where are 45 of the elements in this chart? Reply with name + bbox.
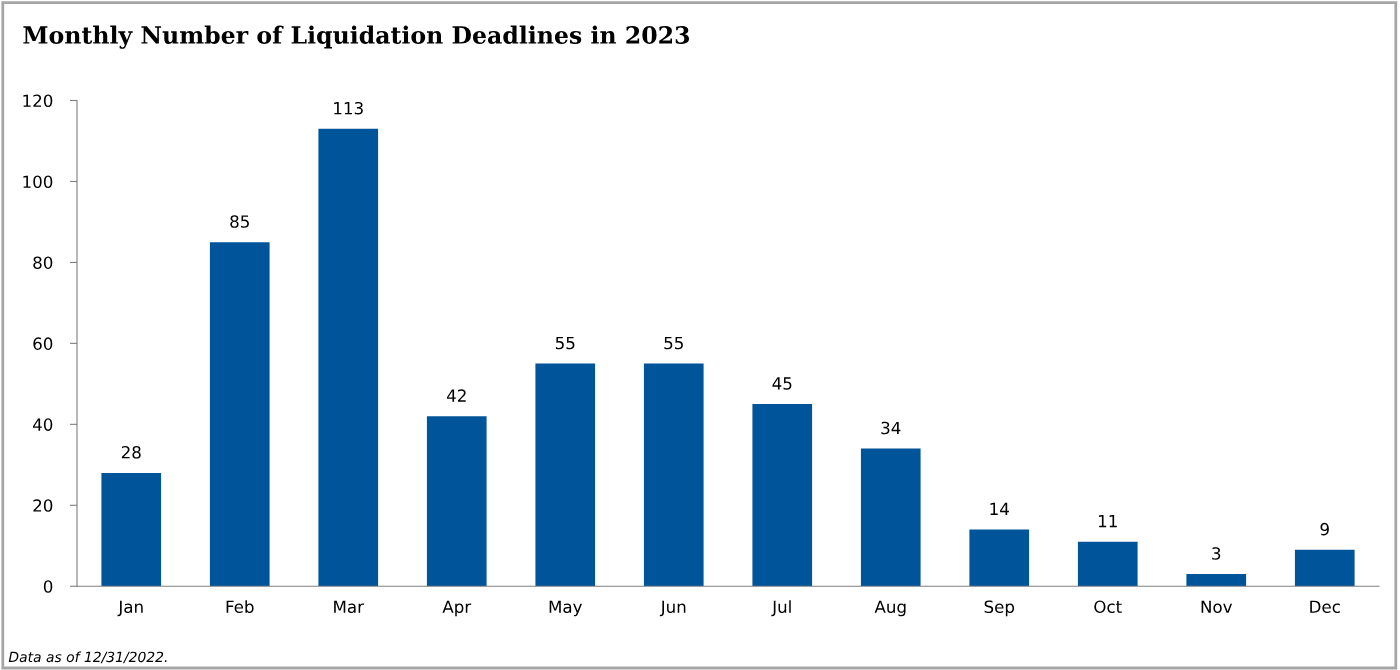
y-tick-label: 80	[33, 256, 53, 269]
bar	[426, 416, 487, 587]
bar	[535, 363, 596, 587]
x-tick-label: Jul	[771, 600, 791, 617]
data-label: 85	[230, 215, 249, 228]
x-tick-label: Nov	[1201, 600, 1233, 614]
y-tick-label: 120	[23, 94, 53, 108]
text: Data as of 12/31/2022.	[8, 651, 167, 664]
bar	[752, 404, 813, 587]
x-tick-label: Apr	[442, 600, 472, 617]
x-tick-label: Oct	[1094, 600, 1122, 614]
bar	[209, 242, 270, 587]
data-label: 55	[555, 336, 575, 350]
data-label: 11	[1098, 514, 1117, 528]
x-tick-label: Feb	[226, 600, 254, 614]
x-tick-label: Jun	[659, 600, 686, 617]
bar	[1294, 549, 1355, 587]
y-tick-label: 40	[33, 418, 53, 431]
x-tick-label: Dec	[1310, 600, 1340, 614]
x-tick-label: Sep	[984, 600, 1015, 617]
y-tick-label: 0	[43, 580, 53, 593]
y-tick-label: 100	[23, 175, 53, 189]
bar	[101, 472, 162, 587]
x-tick-label: Mar	[334, 600, 364, 614]
bar	[643, 363, 704, 587]
data-label: 42	[446, 389, 466, 402]
data-label: 45	[772, 377, 792, 390]
data-label: 14	[990, 502, 1009, 515]
bar	[1186, 574, 1247, 587]
data-label: 9	[1320, 522, 1329, 536]
bar	[969, 529, 1030, 587]
data-label: 113	[334, 101, 363, 115]
y-tick-label: 20	[33, 499, 53, 512]
bar	[318, 128, 379, 587]
bar	[1077, 541, 1138, 587]
data-label: 55	[664, 336, 683, 350]
y-tick-label: 60	[33, 337, 53, 350]
data-label: 28	[121, 445, 141, 459]
chart-title: Monthly Number of Liquidation Deadlines in 2023	[23, 25, 690, 49]
x-tick-label: Aug	[874, 600, 906, 617]
x-tick-label: May	[549, 600, 582, 617]
bar	[860, 448, 921, 587]
x-tick-label: Jan	[117, 600, 143, 617]
data-label: 34	[881, 421, 901, 435]
data-label: 3	[1212, 547, 1221, 560]
